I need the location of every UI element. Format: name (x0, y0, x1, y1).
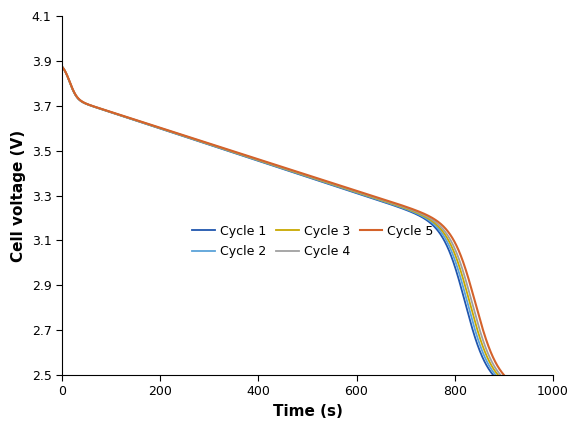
Cycle 2 (492, 372, 499, 378)
Line: Cycle 5: Cycle 5 (62, 67, 504, 375)
Cycle 2 (108, 110, 115, 115)
Cycle 5 (59, 64, 66, 69)
Cycle 2 (244, 154, 251, 159)
Cycle 4 (488, 359, 495, 364)
Line: Cycle 3: Cycle 3 (62, 67, 498, 375)
Cycle 4 (441, 228, 448, 233)
Cycle 5 (501, 372, 508, 378)
Cycle 4 (227, 148, 234, 153)
Cycle 4 (497, 372, 504, 378)
Cycle 1 (434, 228, 441, 233)
Cycle 5 (109, 110, 116, 115)
Cycle 1 (490, 372, 496, 378)
Line: Cycle 1: Cycle 1 (62, 67, 493, 375)
Cycle 1 (242, 154, 249, 159)
Line: Cycle 2: Cycle 2 (62, 67, 495, 375)
Cycle 1 (133, 118, 140, 123)
Cycle 2 (224, 148, 231, 153)
Cycle 3 (245, 154, 252, 159)
Cycle 2 (59, 64, 66, 69)
Cycle 3 (439, 228, 446, 233)
Cycle 4 (108, 110, 115, 115)
Cycle 2 (437, 228, 444, 233)
Cycle 3 (108, 110, 115, 115)
Cycle 1 (108, 110, 115, 115)
X-axis label: Time (s): Time (s) (273, 404, 342, 419)
Cycle 5 (135, 118, 142, 123)
Y-axis label: Cell voltage (V): Cell voltage (V) (11, 129, 26, 261)
Cycle 3 (486, 359, 493, 364)
Cycle 3 (226, 148, 233, 153)
Cycle 3 (59, 64, 66, 69)
Cycle 3 (495, 372, 502, 378)
Cycle 5 (444, 228, 451, 233)
Cycle 2 (484, 359, 491, 364)
Cycle 5 (228, 148, 235, 153)
Cycle 4 (135, 118, 142, 123)
Cycle 3 (134, 118, 141, 123)
Cycle 2 (133, 118, 140, 123)
Cycle 5 (492, 359, 499, 364)
Cycle 1 (224, 148, 231, 153)
Cycle 5 (247, 154, 254, 159)
Cycle 4 (245, 154, 252, 159)
Cycle 4 (59, 64, 66, 69)
Legend: Cycle 1, Cycle 2, Cycle 3, Cycle 4, Cycle 5: Cycle 1, Cycle 2, Cycle 3, Cycle 4, Cycl… (187, 220, 438, 263)
Line: Cycle 4: Cycle 4 (62, 67, 501, 375)
Cycle 1 (59, 64, 66, 69)
Cycle 1 (481, 359, 488, 364)
